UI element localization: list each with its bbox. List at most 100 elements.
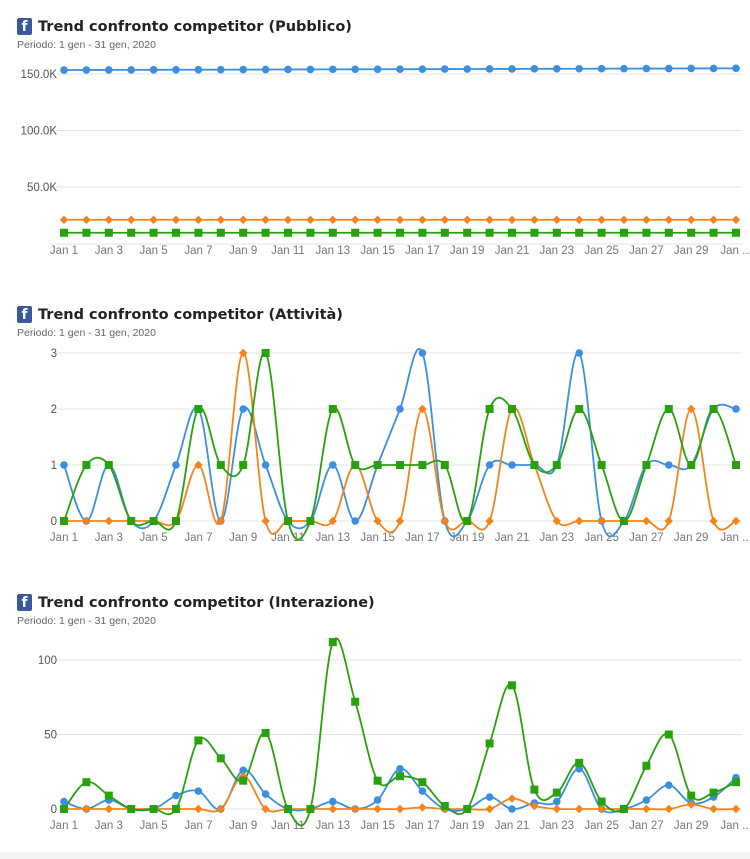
data-point[interactable] — [328, 638, 337, 647]
data-point[interactable] — [530, 785, 539, 794]
data-point[interactable] — [396, 65, 404, 73]
data-point[interactable] — [463, 65, 472, 73]
data-point[interactable] — [553, 65, 561, 73]
data-point[interactable] — [216, 461, 225, 469]
data-point[interactable] — [261, 461, 270, 469]
data-point[interactable] — [575, 804, 584, 814]
data-point[interactable] — [575, 516, 584, 526]
data-point[interactable] — [60, 461, 68, 469]
data-point[interactable] — [261, 729, 270, 738]
data-point[interactable] — [597, 64, 606, 73]
data-point[interactable] — [732, 461, 740, 469]
data-point[interactable] — [418, 65, 427, 73]
data-point[interactable] — [82, 66, 91, 74]
data-point[interactable] — [620, 805, 628, 813]
data-point[interactable] — [597, 797, 606, 806]
data-point[interactable] — [60, 805, 68, 813]
data-point[interactable] — [575, 64, 583, 73]
data-point[interactable] — [485, 516, 494, 526]
data-point[interactable] — [149, 517, 158, 525]
data-point[interactable] — [373, 228, 382, 237]
data-point[interactable] — [172, 517, 180, 525]
data-point[interactable] — [597, 804, 606, 814]
data-point[interactable] — [418, 461, 427, 469]
data-point[interactable] — [328, 516, 337, 526]
data-point[interactable] — [575, 228, 584, 237]
data-point[interactable] — [552, 215, 561, 224]
data-point[interactable] — [508, 65, 516, 73]
data-point[interactable] — [620, 64, 628, 73]
data-point[interactable] — [508, 228, 516, 237]
data-point[interactable] — [597, 461, 606, 469]
data-point[interactable] — [373, 776, 382, 785]
data-point[interactable] — [373, 796, 382, 804]
data-point[interactable] — [665, 781, 673, 789]
data-point[interactable] — [440, 802, 449, 811]
data-point[interactable] — [127, 805, 136, 813]
data-point[interactable] — [709, 215, 718, 224]
data-point[interactable] — [620, 517, 628, 525]
data-point[interactable] — [687, 791, 696, 800]
data-point[interactable] — [642, 516, 651, 526]
data-point[interactable] — [507, 215, 517, 224]
data-point[interactable] — [687, 215, 696, 224]
data-point[interactable] — [171, 215, 181, 224]
data-point[interactable] — [508, 405, 516, 413]
data-point[interactable] — [396, 228, 404, 237]
data-point[interactable] — [709, 64, 718, 73]
data-point[interactable] — [530, 228, 539, 237]
data-point[interactable] — [418, 778, 427, 787]
data-point[interactable] — [731, 804, 741, 814]
data-point[interactable] — [485, 215, 494, 224]
data-point[interactable] — [194, 405, 203, 413]
data-point[interactable] — [194, 228, 203, 237]
data-point[interactable] — [284, 517, 292, 525]
data-point[interactable] — [709, 228, 718, 237]
data-point[interactable] — [351, 697, 360, 706]
data-point[interactable] — [418, 349, 427, 357]
data-point[interactable] — [664, 804, 673, 814]
data-point[interactable] — [194, 460, 203, 470]
data-point[interactable] — [351, 804, 360, 814]
data-point[interactable] — [552, 461, 561, 469]
data-point[interactable] — [508, 681, 516, 690]
data-point[interactable] — [530, 215, 539, 224]
data-point[interactable] — [395, 804, 405, 814]
data-point[interactable] — [575, 215, 584, 224]
data-point[interactable] — [552, 804, 561, 814]
data-point[interactable] — [732, 228, 740, 237]
data-point[interactable] — [687, 64, 695, 73]
data-point[interactable] — [261, 65, 270, 74]
data-point[interactable] — [306, 228, 315, 237]
data-point[interactable] — [732, 405, 740, 413]
data-point[interactable] — [687, 404, 696, 414]
data-point[interactable] — [60, 66, 68, 74]
data-point[interactable] — [239, 215, 248, 224]
data-point[interactable] — [395, 516, 405, 526]
data-point[interactable] — [687, 800, 696, 809]
data-point[interactable] — [239, 766, 247, 775]
data-point[interactable] — [261, 215, 270, 224]
data-point[interactable] — [418, 787, 427, 795]
data-point[interactable] — [104, 461, 113, 469]
data-point[interactable] — [127, 517, 136, 525]
data-point[interactable] — [485, 804, 494, 814]
data-point[interactable] — [530, 65, 539, 73]
data-point[interactable] — [105, 66, 113, 74]
data-point[interactable] — [82, 778, 91, 787]
data-point[interactable] — [351, 228, 360, 237]
data-point[interactable] — [395, 215, 405, 224]
data-point[interactable] — [575, 758, 584, 767]
data-point[interactable] — [172, 65, 180, 74]
data-point[interactable] — [553, 797, 561, 806]
data-point[interactable] — [731, 516, 741, 526]
data-point[interactable] — [306, 65, 315, 74]
data-point[interactable] — [216, 215, 225, 224]
data-point[interactable] — [508, 461, 516, 469]
data-point[interactable] — [709, 788, 718, 797]
data-point[interactable] — [463, 228, 472, 237]
data-point[interactable] — [373, 65, 382, 74]
data-point[interactable] — [149, 805, 158, 813]
data-point[interactable] — [60, 797, 68, 806]
data-point[interactable] — [597, 215, 606, 224]
